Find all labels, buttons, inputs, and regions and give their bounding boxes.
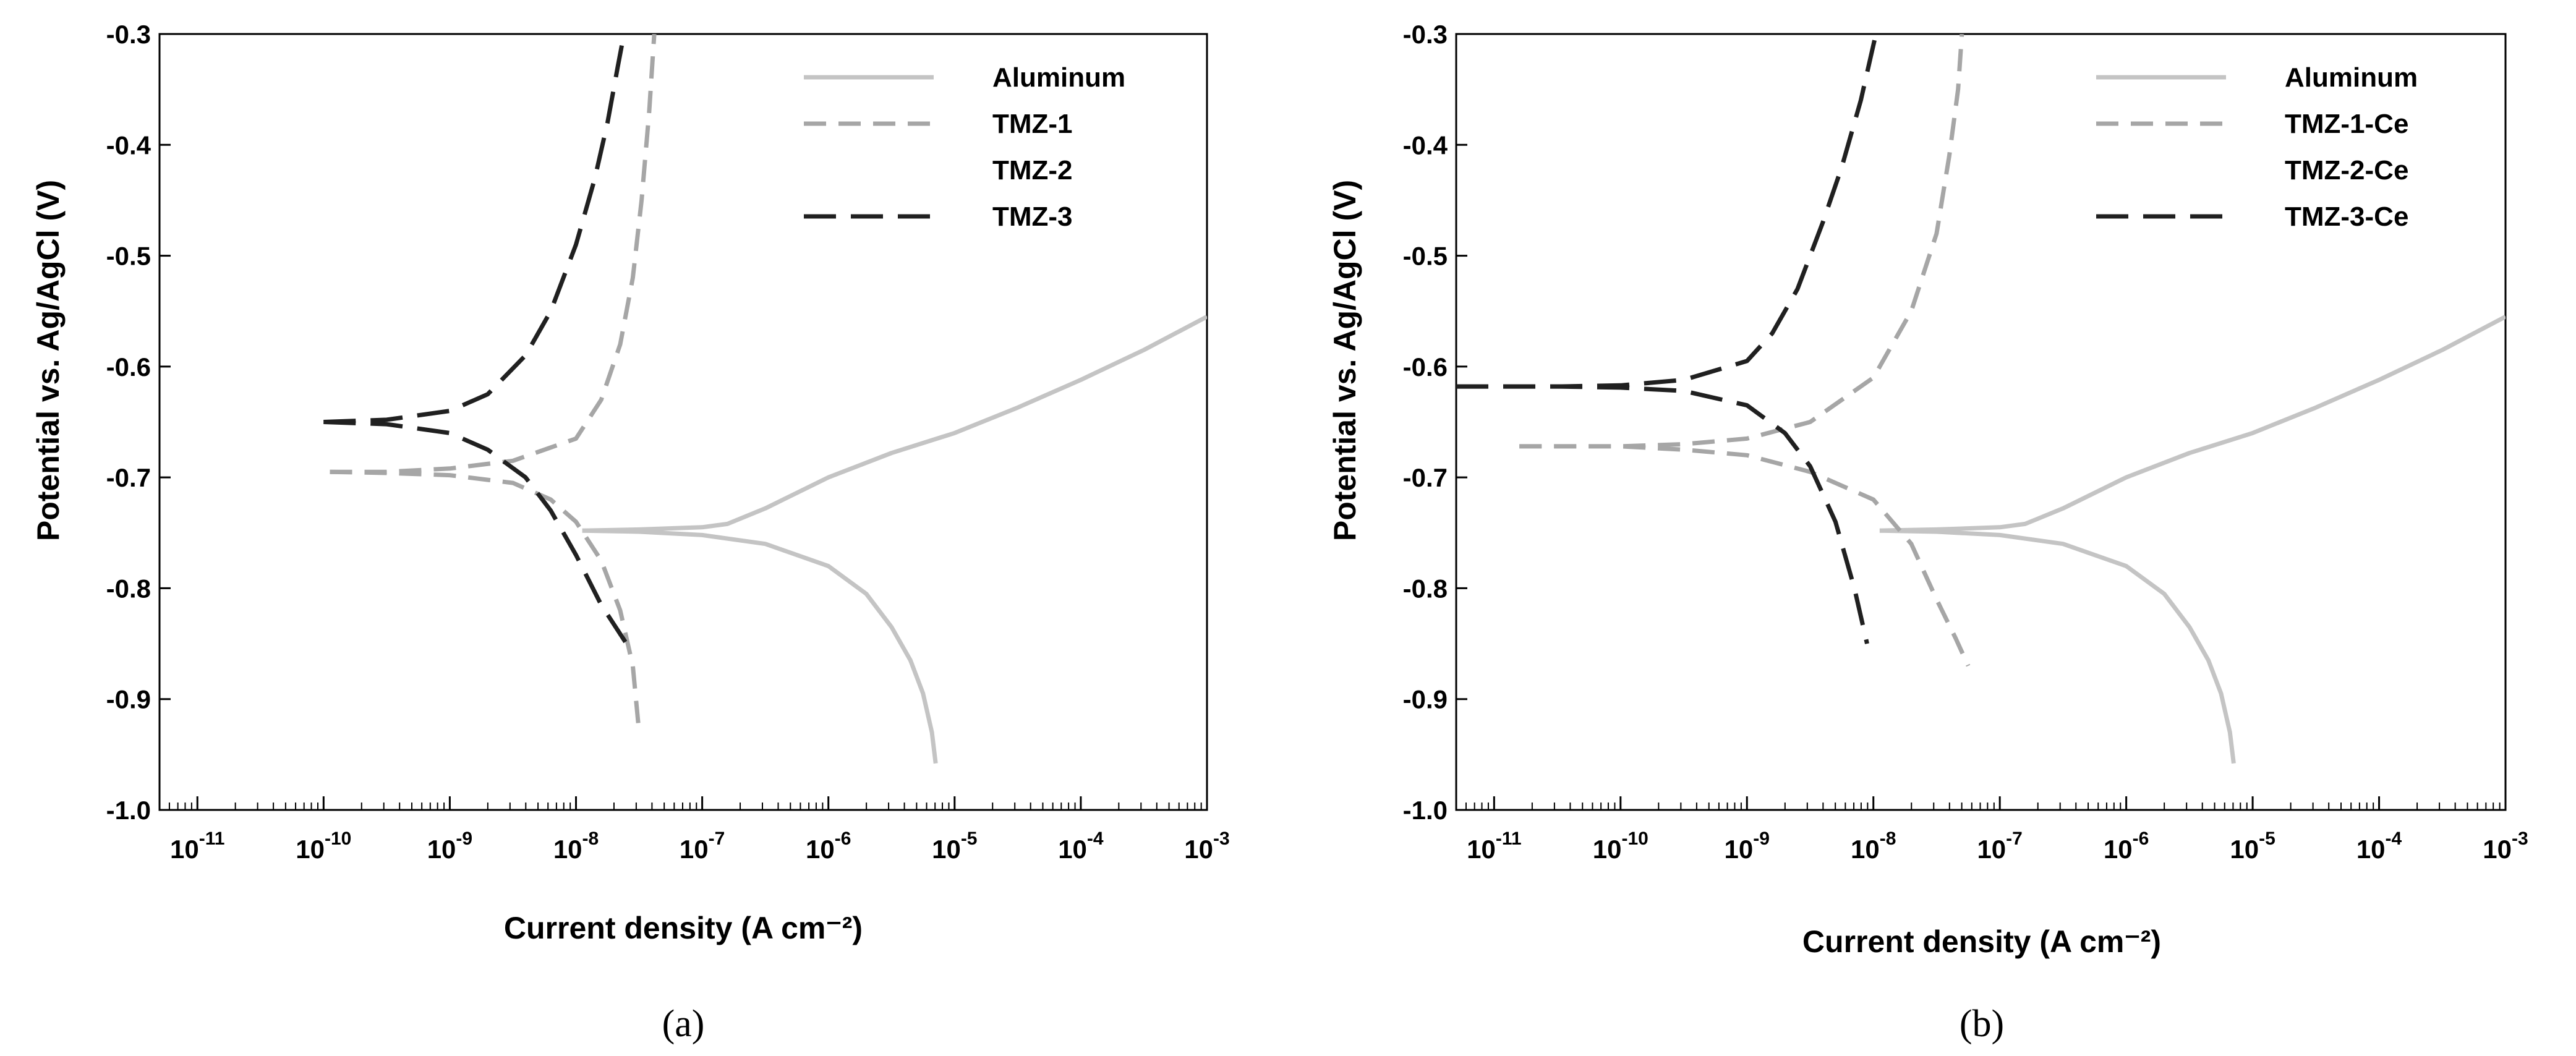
panel-b-x-tick-label: 10-5	[2230, 828, 2275, 864]
panel-a-x-tick-label: 10-6	[806, 828, 851, 864]
panel-b-x-tick-label: 10-11	[1467, 828, 1521, 864]
panel-a-y-tick-label: -0.8	[106, 574, 151, 603]
panel-a-x-tick-label: 10-11	[170, 828, 224, 864]
series-tmz-1-cathodic-branch	[330, 469, 642, 733]
panel-a-y-tick-label: -0.3	[106, 20, 151, 49]
legend-label-tmz-1-ce: TMZ-1-Ce	[2285, 109, 2408, 139]
panel-a-y-tick-label: -0.6	[106, 352, 151, 381]
panel-a-label: (a)	[662, 1003, 705, 1045]
series-aluminum-anodic-branch	[1879, 315, 2506, 533]
series-aluminum-anodic-branch	[582, 315, 1207, 533]
panel-b-y-tick-label: -0.8	[1403, 574, 1448, 603]
panel-b-y-axis-title: Potential vs. Ag/AgCl (V)	[1328, 180, 1362, 541]
panel-a-y-tick-label: -0.9	[106, 685, 151, 714]
series-aluminum-cathodic-branch	[582, 528, 938, 764]
panel-a-plot-area	[323, 34, 1207, 764]
series-aluminum-cathodic-branch	[1879, 528, 2236, 764]
series-tmz-3-ce-cathodic-branch	[1456, 384, 1869, 644]
panel-a-x-tick-label: 10-5	[932, 828, 977, 864]
panel-a-plot-frame	[158, 33, 1208, 811]
series-tmz-1-ce-cathodic-branch	[1519, 444, 1971, 667]
panel-b-x-tick-label: 10-3	[2483, 828, 2528, 864]
panel-b-x-tick-label: 10-9	[1725, 828, 1770, 864]
panel-b-x-tick-label: 10-8	[1851, 828, 1896, 864]
panel-a-x-tick-label: 10-8	[553, 828, 599, 864]
legend-label-tmz-1: TMZ-1	[992, 109, 1073, 139]
panel-b-plot-area	[1456, 34, 2506, 764]
panel-b-x-tick-label: 10-10	[1593, 828, 1648, 864]
legend-label-tmz-3: TMZ-3	[992, 202, 1073, 232]
panel-b-y-tick-label: -0.9	[1403, 685, 1448, 714]
series-tmz-2-anodic-branch	[330, 34, 659, 452]
panel-a-x-tick-label: 10-9	[427, 828, 472, 864]
panel-a-x-tick-label: 10-7	[680, 828, 725, 864]
panel-a-y-tick-label: -0.7	[106, 463, 151, 492]
panel-a-x-axis-title: Current density (A cm⁻²)	[504, 911, 863, 945]
series-tmz-1-ce-anodic-branch	[1519, 34, 1964, 449]
panel-a-y-tick-label: -0.4	[106, 130, 151, 160]
series-tmz-3-cathodic-branch	[323, 420, 635, 656]
panel-a-y-axis-title: Potential vs. Ag/AgCl (V)	[31, 180, 66, 541]
legend-label-aluminum: Aluminum	[992, 62, 1125, 93]
panel-b-label: (b)	[1960, 1003, 2004, 1045]
series-tmz-2-ce-cathodic-branch	[1633, 469, 1945, 734]
panel-a-y-tick-label: -0.5	[106, 242, 151, 271]
panel-b-x-axis-title: Current density (A cm⁻²)	[1802, 924, 2161, 959]
panel-b-y-tick-label: -0.6	[1403, 352, 1448, 381]
series-tmz-1-anodic-branch	[330, 34, 657, 474]
legend-label-tmz-2-ce: TMZ-2-Ce	[2285, 155, 2408, 185]
panel-a-y-tick-label: -1.0	[106, 796, 151, 825]
panel-b-chart: Potential vs. Ag/AgCl (V) Current densit…	[1328, 20, 2528, 1045]
series-tmz-2-ce-anodic-branch	[1633, 34, 1971, 474]
panel-b-y-tick-label: -0.5	[1403, 242, 1448, 271]
panel-b-y-tick-label: -1.0	[1403, 796, 1448, 825]
panel-b-x-tick-label: 10-6	[2104, 828, 2149, 864]
panel-b-plot-frame	[1455, 33, 2507, 811]
series-tmz-3-anodic-branch	[323, 34, 626, 424]
panel-a-x-tick-label: 10-3	[1184, 828, 1229, 864]
panel-a-chart: Potential vs. Ag/AgCl (V) Current densit…	[31, 20, 1230, 1045]
legend-label-tmz-3-ce: TMZ-3-Ce	[2285, 202, 2408, 232]
panel-a-x-tick-label: 10-4	[1058, 828, 1104, 864]
legend-label-tmz-2: TMZ-2	[992, 155, 1073, 185]
series-tmz-2-cathodic-branch	[330, 447, 660, 700]
legend-label-aluminum: Aluminum	[2285, 62, 2418, 93]
series-tmz-3-ce-anodic-branch	[1456, 34, 1879, 389]
panel-b-y-tick-label: -0.7	[1403, 463, 1448, 492]
panel-b-x-tick-label: 10-7	[1977, 828, 2022, 864]
panel-b-y-tick-label: -0.4	[1403, 130, 1448, 160]
panel-a-x-tick-label: 10-10	[296, 828, 351, 864]
panel-b-y-tick-label: -0.3	[1403, 20, 1448, 49]
panel-b-x-tick-label: 10-4	[2356, 828, 2402, 864]
